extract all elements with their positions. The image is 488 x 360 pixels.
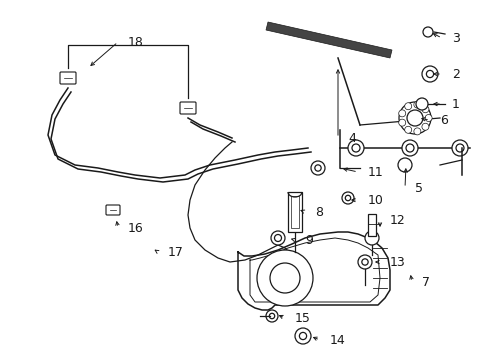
- Text: 12: 12: [389, 213, 405, 226]
- Circle shape: [398, 119, 405, 126]
- Circle shape: [341, 192, 353, 204]
- Circle shape: [270, 231, 285, 245]
- Bar: [367, 214, 375, 236]
- Text: 13: 13: [389, 256, 405, 269]
- Circle shape: [424, 114, 431, 122]
- Circle shape: [413, 101, 420, 108]
- Circle shape: [265, 310, 278, 322]
- FancyBboxPatch shape: [106, 205, 120, 215]
- Text: 11: 11: [367, 166, 383, 179]
- Circle shape: [274, 234, 281, 242]
- Circle shape: [451, 140, 467, 156]
- Circle shape: [345, 195, 350, 201]
- Circle shape: [310, 161, 325, 175]
- Circle shape: [364, 231, 378, 245]
- Circle shape: [413, 128, 420, 135]
- FancyBboxPatch shape: [60, 72, 76, 84]
- Circle shape: [406, 110, 422, 126]
- Text: 18: 18: [128, 36, 143, 49]
- Circle shape: [347, 140, 363, 156]
- Circle shape: [361, 259, 367, 265]
- Circle shape: [421, 123, 428, 130]
- Text: 6: 6: [439, 113, 447, 126]
- Circle shape: [422, 27, 432, 37]
- Circle shape: [415, 98, 427, 110]
- Circle shape: [257, 250, 312, 306]
- Circle shape: [269, 313, 274, 319]
- Text: 7: 7: [421, 275, 429, 288]
- Text: 3: 3: [451, 31, 459, 45]
- Circle shape: [421, 106, 428, 113]
- Circle shape: [314, 165, 321, 171]
- Circle shape: [421, 66, 437, 82]
- Text: 14: 14: [329, 333, 345, 346]
- FancyBboxPatch shape: [180, 102, 196, 114]
- Circle shape: [398, 110, 405, 117]
- Text: 4: 4: [347, 131, 355, 144]
- Circle shape: [351, 144, 359, 152]
- Circle shape: [401, 140, 417, 156]
- Text: 8: 8: [314, 206, 323, 219]
- Circle shape: [455, 144, 463, 152]
- Circle shape: [357, 255, 371, 269]
- Text: 5: 5: [414, 181, 422, 194]
- Circle shape: [398, 102, 430, 134]
- Text: 17: 17: [168, 246, 183, 258]
- Text: 15: 15: [294, 311, 310, 324]
- Circle shape: [397, 158, 411, 172]
- Circle shape: [426, 71, 433, 78]
- Circle shape: [404, 103, 411, 110]
- Text: 2: 2: [451, 68, 459, 81]
- Circle shape: [294, 328, 310, 344]
- Bar: [287, 192, 302, 232]
- Circle shape: [299, 332, 306, 339]
- Bar: [290, 196, 298, 228]
- Circle shape: [404, 126, 411, 133]
- Circle shape: [269, 263, 299, 293]
- Text: 10: 10: [367, 194, 383, 207]
- Polygon shape: [265, 22, 391, 58]
- Text: 16: 16: [128, 221, 143, 234]
- Text: 1: 1: [451, 98, 459, 111]
- Text: 9: 9: [305, 234, 312, 247]
- Circle shape: [405, 144, 413, 152]
